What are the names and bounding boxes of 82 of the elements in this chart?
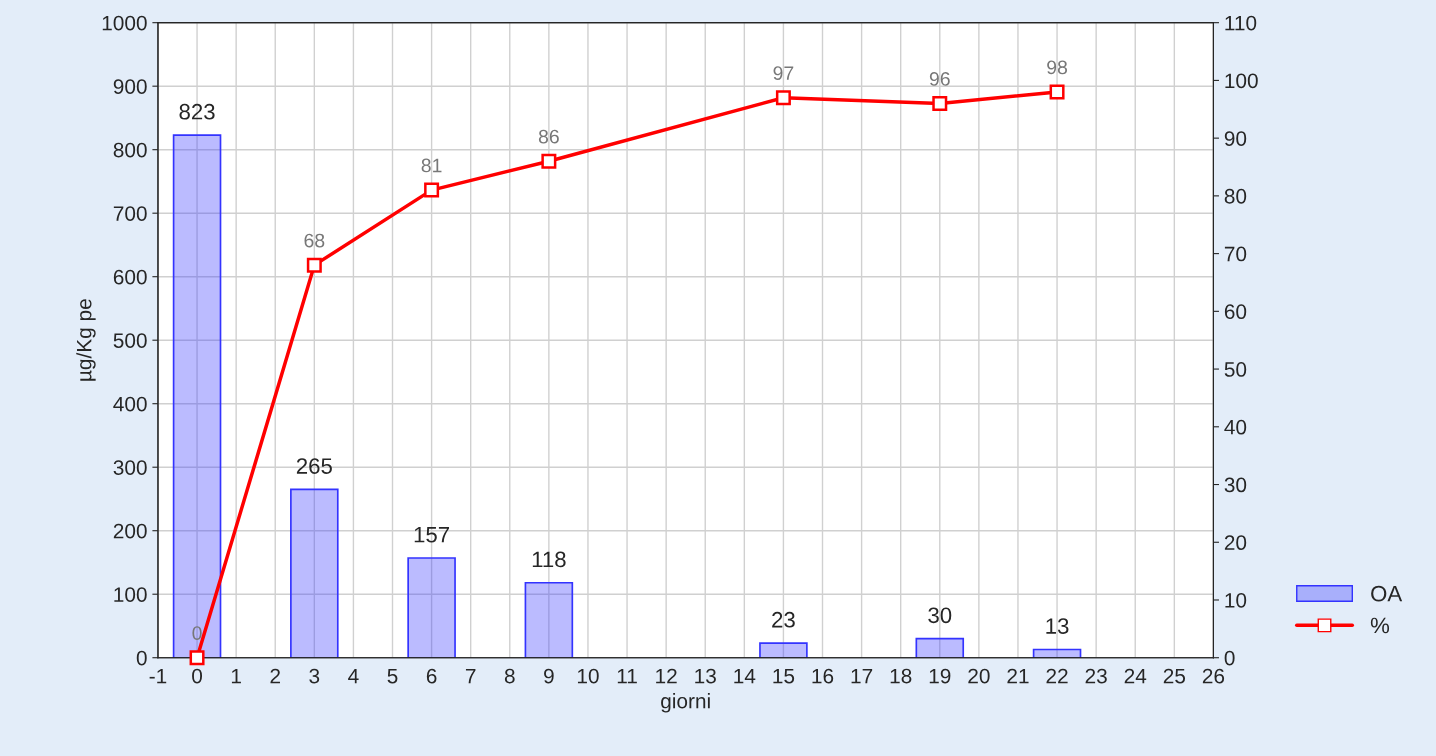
y2-tick-label: 100: [1225, 73, 1258, 89]
bar: [524, 581, 574, 658]
data-label: 13: [1046, 618, 1069, 634]
y-axis-title: µg/Kg pe: [76, 299, 96, 381]
x-tick-label: 20: [968, 668, 990, 684]
data-label: 97: [773, 66, 794, 80]
x-tick-label: 23: [1085, 668, 1107, 684]
bar: [759, 642, 808, 658]
y-tick-label: 0: [136, 650, 147, 666]
x-tick-label: 16: [812, 668, 834, 684]
y-tick-label: 700: [113, 206, 147, 221]
y2-tick-label: 30: [1224, 477, 1247, 493]
y2-tick-label: 40: [1224, 419, 1247, 435]
bar: [915, 637, 965, 658]
data-label: 30: [928, 607, 952, 624]
x-tick-label: 13: [695, 668, 716, 684]
y2-tick-label: 50: [1224, 362, 1247, 377]
x-tick-label: 26: [1202, 668, 1225, 684]
x-tick-label: 2: [270, 668, 280, 684]
data-label: 96: [929, 72, 950, 86]
x-tick-label: 25: [1163, 668, 1186, 684]
y-tick-label: 900: [113, 79, 147, 94]
point: [932, 96, 948, 111]
y2-tick-label: 80: [1224, 188, 1247, 204]
x-tick-label: 21: [1007, 668, 1029, 684]
data-label: 0: [192, 626, 202, 640]
x-tick-label: 17: [851, 668, 873, 684]
y2-tick-label: 90: [1224, 131, 1247, 146]
y2-tick-label: 0: [1224, 650, 1235, 666]
y-tick-label: 600: [113, 269, 147, 285]
data-label: 86: [538, 129, 559, 144]
x-tick-label: 14: [734, 668, 756, 684]
data-label: 98: [1047, 60, 1068, 75]
y-tick-label: 1000: [102, 15, 147, 31]
point: [424, 182, 440, 198]
y-tick-label: 400: [113, 396, 147, 412]
x-tick-label: 5: [387, 668, 398, 684]
x-tick-label: 6: [426, 668, 437, 684]
y2-tick-label: 110: [1225, 15, 1257, 31]
legend-label: %: [1370, 617, 1390, 634]
x-tick-label: 18: [890, 668, 912, 684]
x-tick-label: 0: [192, 668, 203, 684]
bar: [172, 134, 222, 658]
x-tick-label: -1: [149, 668, 167, 684]
x-tick-label: 11: [617, 668, 637, 684]
y-tick-label: 100: [114, 587, 147, 602]
data-label: 23: [772, 611, 795, 628]
point: [1049, 84, 1065, 100]
x-tick-label: 22: [1046, 668, 1068, 684]
y-tick-label: 800: [113, 142, 147, 158]
data-label: 823: [179, 103, 215, 120]
point: [541, 153, 557, 169]
x-tick-label: 3: [309, 668, 320, 684]
bar: [290, 488, 339, 658]
x-tick-label: 1: [231, 668, 241, 684]
x-tick-label: 15: [773, 668, 795, 684]
data-label: 81: [421, 158, 442, 173]
y-tick-label: 500: [113, 333, 147, 348]
data-label: 118: [532, 551, 566, 568]
data-label: 68: [304, 233, 325, 248]
point: [189, 650, 205, 666]
x-tick-label: 4: [348, 668, 359, 684]
point: [306, 257, 322, 273]
x-tick-label: 12: [656, 668, 677, 684]
y-tick-label: 300: [113, 460, 147, 475]
x-axis-title: giorni: [661, 693, 710, 713]
y2-tick-label: 60: [1224, 304, 1247, 320]
data-label: 157: [414, 527, 450, 543]
y2-tick-label: 10: [1225, 592, 1247, 608]
y-tick-label: 200: [113, 523, 147, 539]
data-label: 265: [296, 458, 332, 474]
y2-tick-label: 70: [1224, 246, 1247, 262]
x-tick-label: 19: [929, 668, 951, 684]
bar: [407, 557, 456, 658]
x-tick-label: 7: [465, 668, 476, 684]
x-tick-label: 10: [577, 668, 599, 684]
legend-label: OA: [1371, 585, 1403, 602]
y2-tick-label: 20: [1224, 535, 1247, 551]
x-tick-label: 24: [1124, 668, 1147, 684]
point: [775, 90, 791, 106]
x-tick-label: 9: [544, 668, 554, 684]
x-tick-label: 8: [504, 668, 515, 684]
